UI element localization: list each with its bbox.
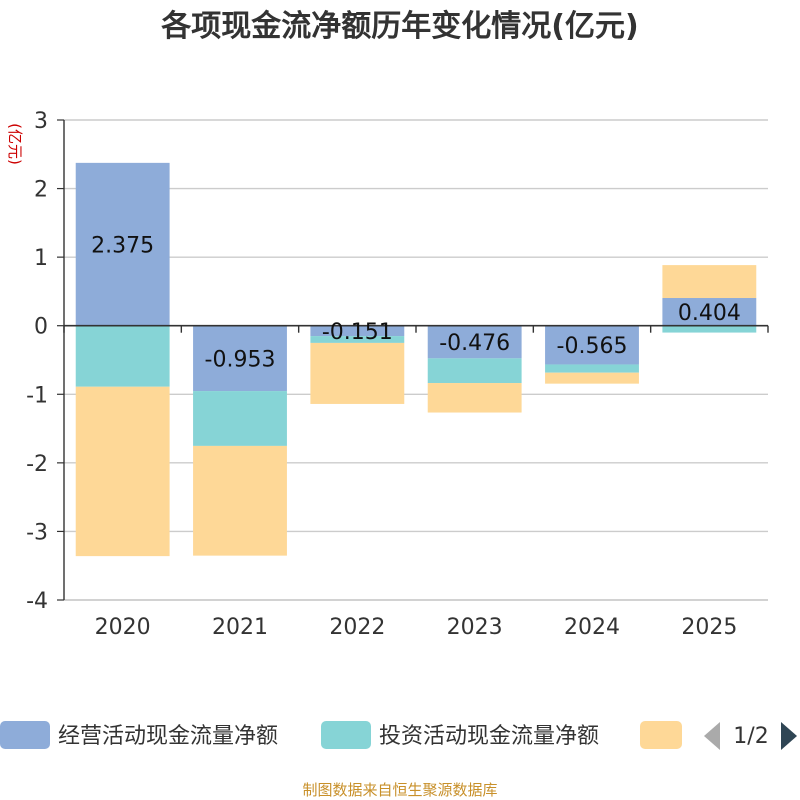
legend-page-indicator: 1/2 xyxy=(733,724,768,749)
y-tick-label: 3 xyxy=(34,109,48,134)
data-label: 2.375 xyxy=(91,233,154,258)
y-tick-label: 2 xyxy=(34,178,48,203)
legend-label-operating[interactable]: 经营活动现金流量净额 xyxy=(58,724,278,749)
y-tick-label: 0 xyxy=(34,315,48,340)
data-label: -0.151 xyxy=(322,320,393,345)
axes xyxy=(57,119,769,601)
bar-segment[interactable] xyxy=(427,325,522,359)
data-label: -0.953 xyxy=(205,347,276,372)
bar-segment[interactable] xyxy=(193,325,287,392)
bar-segment[interactable] xyxy=(662,298,757,326)
legend-prev-page-icon[interactable] xyxy=(704,722,720,750)
x-tick-label: 2024 xyxy=(564,615,620,640)
bar-segment[interactable] xyxy=(75,386,170,557)
legend-next-page-icon[interactable] xyxy=(781,722,797,750)
bar-segment[interactable] xyxy=(427,383,522,413)
legend-swatch-operating[interactable] xyxy=(0,721,50,749)
bar-segment[interactable] xyxy=(662,325,757,333)
x-tick-label: 2021 xyxy=(212,615,268,640)
x-tick-label: 2025 xyxy=(681,615,737,640)
bar-segment[interactable] xyxy=(545,325,639,365)
bar-segment[interactable] xyxy=(310,336,405,343)
bar-segment[interactable] xyxy=(310,342,405,404)
data-label: -0.565 xyxy=(557,334,628,359)
legend-swatch-investing[interactable] xyxy=(321,721,371,749)
x-tick-label: 2020 xyxy=(95,615,151,640)
bar-segment[interactable] xyxy=(545,372,639,384)
y-tick-label: -3 xyxy=(26,520,48,545)
legend-label-investing[interactable]: 投资活动现金流量净额 xyxy=(379,724,599,749)
bar-segment[interactable] xyxy=(193,391,287,446)
y-axis-unit-label: (亿元) xyxy=(6,123,24,165)
data-source-footer: 制图数据来自恒生聚源数据库 xyxy=(302,781,497,799)
bar-segment[interactable] xyxy=(75,162,170,326)
data-label: -0.476 xyxy=(439,331,510,356)
x-tick-label: 2023 xyxy=(447,615,503,640)
bar-segment[interactable] xyxy=(75,325,170,387)
bar-segment[interactable] xyxy=(193,445,287,556)
tick-labels: 3 2 1 0 -1 -2 -3 -4 2020 2021 2022 2023 2024 2025 xyxy=(26,109,737,640)
y-tick-label: 1 xyxy=(34,246,48,271)
grid-lines xyxy=(64,119,768,601)
bar-segment[interactable] xyxy=(662,265,757,299)
chart-title: 各项现金流净额历年变化情况(亿元) xyxy=(160,9,638,44)
bar-segment[interactable] xyxy=(545,364,639,373)
y-tick-label: -1 xyxy=(26,383,48,408)
bar-segment[interactable] xyxy=(310,325,405,337)
bar-segment[interactable] xyxy=(427,358,522,384)
x-tick-label: 2022 xyxy=(329,615,385,640)
legend-swatch-financing[interactable] xyxy=(640,721,682,749)
data-labels: 2.375 -0.953 -0.151 -0.476 -0.565 0.404 xyxy=(91,233,741,372)
y-tick-label: -2 xyxy=(26,452,48,477)
legend: 经营活动现金流量净额 投资活动现金流量净额 1/2 xyxy=(0,721,797,750)
bars xyxy=(75,162,757,557)
y-tick-label: -4 xyxy=(26,589,48,614)
data-label: 0.404 xyxy=(678,301,741,326)
